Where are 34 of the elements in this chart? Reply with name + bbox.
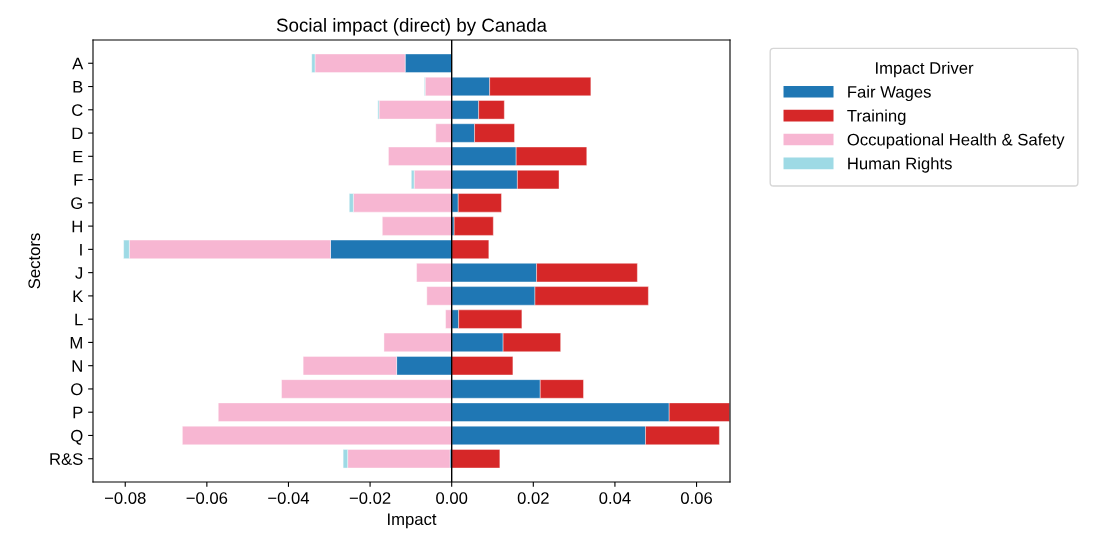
y-tick-label: A bbox=[72, 57, 84, 70]
y-tick-label: J bbox=[75, 267, 83, 279]
y-tick-label: Q bbox=[71, 429, 83, 445]
x-tick-label: −0.08 bbox=[104, 492, 146, 504]
y-tick-label: O bbox=[71, 383, 83, 396]
legend-label: Occupational Health & Safety bbox=[847, 133, 1065, 149]
y-tick-label: D bbox=[72, 127, 83, 140]
y-tick-label: C bbox=[72, 104, 83, 116]
x-tick-label: 0.00 bbox=[436, 492, 468, 504]
y-tick-label: R&S bbox=[50, 453, 83, 465]
y-tick-label: L bbox=[75, 313, 83, 326]
chart-title: Social impact (direct) by Canada bbox=[276, 18, 547, 36]
x-tick-label: 0.04 bbox=[599, 492, 631, 504]
y-tick-label: P bbox=[73, 406, 83, 419]
y-tick-label: H bbox=[72, 220, 82, 233]
legend-label: Fair Wages bbox=[848, 85, 931, 102]
x-tick-label: −0.06 bbox=[186, 492, 228, 504]
x-tick-label: −0.02 bbox=[349, 492, 391, 504]
y-axis-title: Sectors bbox=[28, 233, 41, 289]
x-tick-label: −0.04 bbox=[268, 492, 310, 504]
legend-title: Impact Driver bbox=[876, 61, 974, 78]
y-tick-label: I bbox=[80, 243, 82, 256]
x-axis-title: Impact bbox=[388, 513, 437, 529]
y-tick-label: N bbox=[72, 360, 82, 372]
y-tick-label: K bbox=[73, 290, 84, 302]
y-tick-label: M bbox=[70, 336, 82, 349]
x-tick-label: 0.02 bbox=[517, 492, 549, 504]
legend-label: Training bbox=[847, 109, 906, 125]
x-tick-label: 0.06 bbox=[680, 492, 713, 504]
y-tick-label: E bbox=[73, 150, 83, 163]
y-tick-label: G bbox=[71, 197, 83, 210]
y-tick-label: B bbox=[73, 81, 83, 93]
y-tick-label: F bbox=[74, 174, 83, 186]
legend-label: Human Rights bbox=[848, 157, 952, 173]
